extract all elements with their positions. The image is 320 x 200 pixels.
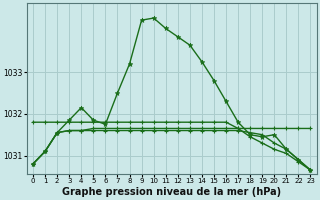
- X-axis label: Graphe pression niveau de la mer (hPa): Graphe pression niveau de la mer (hPa): [62, 187, 281, 197]
